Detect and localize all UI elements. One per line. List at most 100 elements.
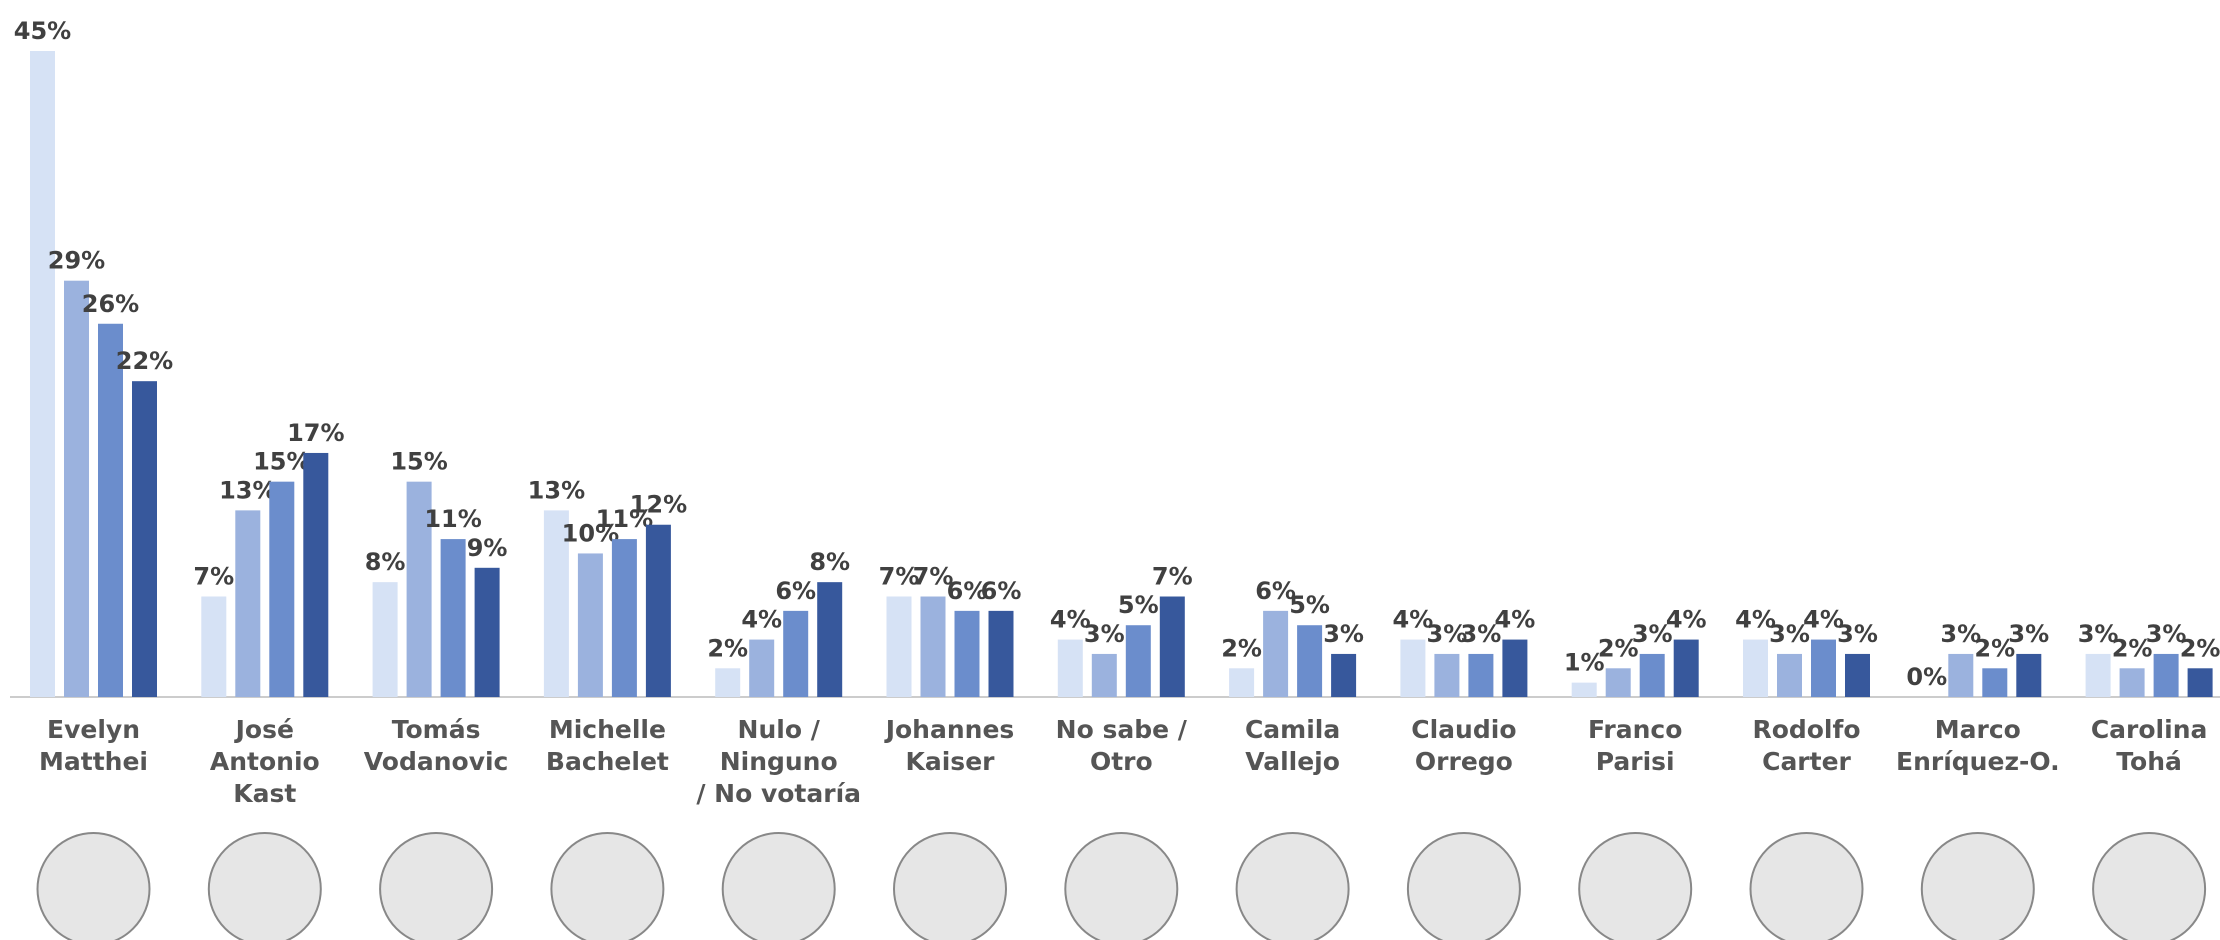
value-label: 4% [741,606,782,634]
bar [2153,653,2179,697]
bar [543,510,569,697]
category-label: Claudio Orrego [1411,715,1517,776]
value-label: 1% [1564,649,1605,677]
bar [235,510,261,697]
value-label: 0% [1906,663,1947,691]
bar [1057,639,1083,697]
value-label: 3% [2078,620,2119,648]
bar [1673,639,1699,697]
bar [1605,668,1631,697]
category-label: José Antonio Kast [209,715,320,808]
bar [98,323,123,697]
value-label: 26% [82,290,139,318]
bar [1502,639,1528,697]
value-label: 5% [1118,591,1159,619]
candidate-photo [2092,832,2207,940]
category-label: Rodolfo Carter [1752,715,1861,776]
bar [440,539,466,697]
value-label: 7% [913,563,954,591]
bar [2119,668,2145,697]
bar [1948,653,1974,697]
value-label: 4% [1050,606,1091,634]
candidate-photo [379,832,494,940]
bar [749,639,775,697]
value-label: 7% [1152,563,1193,591]
bar [1777,653,1802,697]
bar [1125,625,1151,697]
candidate-photo [1578,832,1693,940]
bar [303,452,329,697]
category-label: Marco Enríquez-O. [1896,715,2060,776]
value-label: 8% [809,548,850,576]
candidate-photo [550,832,665,940]
value-label: 3% [1632,620,1673,648]
bar [577,553,603,697]
value-label: 10% [562,519,619,547]
bar [1811,639,1836,697]
value-label: 3% [1769,620,1810,648]
value-label: 8% [365,548,406,576]
category-label: Nulo / Ninguno / No votaría [696,715,862,808]
category-label: Franco Parisi [1587,715,1683,776]
value-label: 29% [48,247,105,275]
bar [1159,596,1185,697]
bar [1743,639,1768,697]
bar [1229,668,1255,697]
bar [201,596,227,697]
value-label: 15% [253,448,310,476]
value-label: 3% [2008,620,2049,648]
value-label: 2% [707,634,748,662]
bar [30,51,55,697]
bar [1468,653,1494,697]
category-label: No sabe / Otro [1055,715,1187,776]
bar [372,582,398,697]
candidate-photo [893,832,1007,940]
bar [406,481,432,697]
bar [1982,668,2008,697]
value-label: 4% [1393,606,1434,634]
bar [1400,639,1426,697]
bar [64,280,89,697]
bar [1845,653,1870,697]
bar [920,596,946,697]
value-label: 4% [1735,606,1776,634]
value-label: 45% [14,17,71,45]
value-label: 13% [219,476,276,504]
value-label: 6% [775,577,816,605]
value-label: 22% [116,347,173,375]
bar [269,481,295,697]
value-label: 3% [1940,620,1981,648]
value-label: 7% [193,563,234,591]
candidate-photo [36,832,151,940]
bar [2016,653,2042,697]
candidate-photo [721,832,836,940]
value-label: 4% [1666,606,1707,634]
candidate-photo [1406,832,1521,940]
bar [886,596,912,697]
value-label: 2% [2112,634,2153,662]
value-label: 4% [1803,606,1844,634]
value-label: 3% [1084,620,1125,648]
bar [783,610,809,697]
value-label: 13% [528,476,585,504]
value-label: 6% [981,577,1022,605]
value-label: 6% [947,577,988,605]
bar [715,668,741,697]
category-label: Michelle Bachelet [545,715,669,776]
bar [645,524,671,697]
bar [1434,653,1460,697]
value-label: 9% [467,534,508,562]
value-label: 2% [1598,634,1639,662]
bar [474,567,500,697]
value-label: 6% [1255,577,1296,605]
value-label: 15% [390,448,447,476]
bar [1263,610,1289,697]
value-label: 3% [1837,620,1878,648]
value-label: 7% [879,563,920,591]
candidate-photo [1064,832,1179,940]
category-label: Evelyn Matthei [39,715,148,776]
value-label: 12% [630,491,687,519]
value-label: 4% [1495,606,1536,634]
value-label: 3% [2146,620,2187,648]
